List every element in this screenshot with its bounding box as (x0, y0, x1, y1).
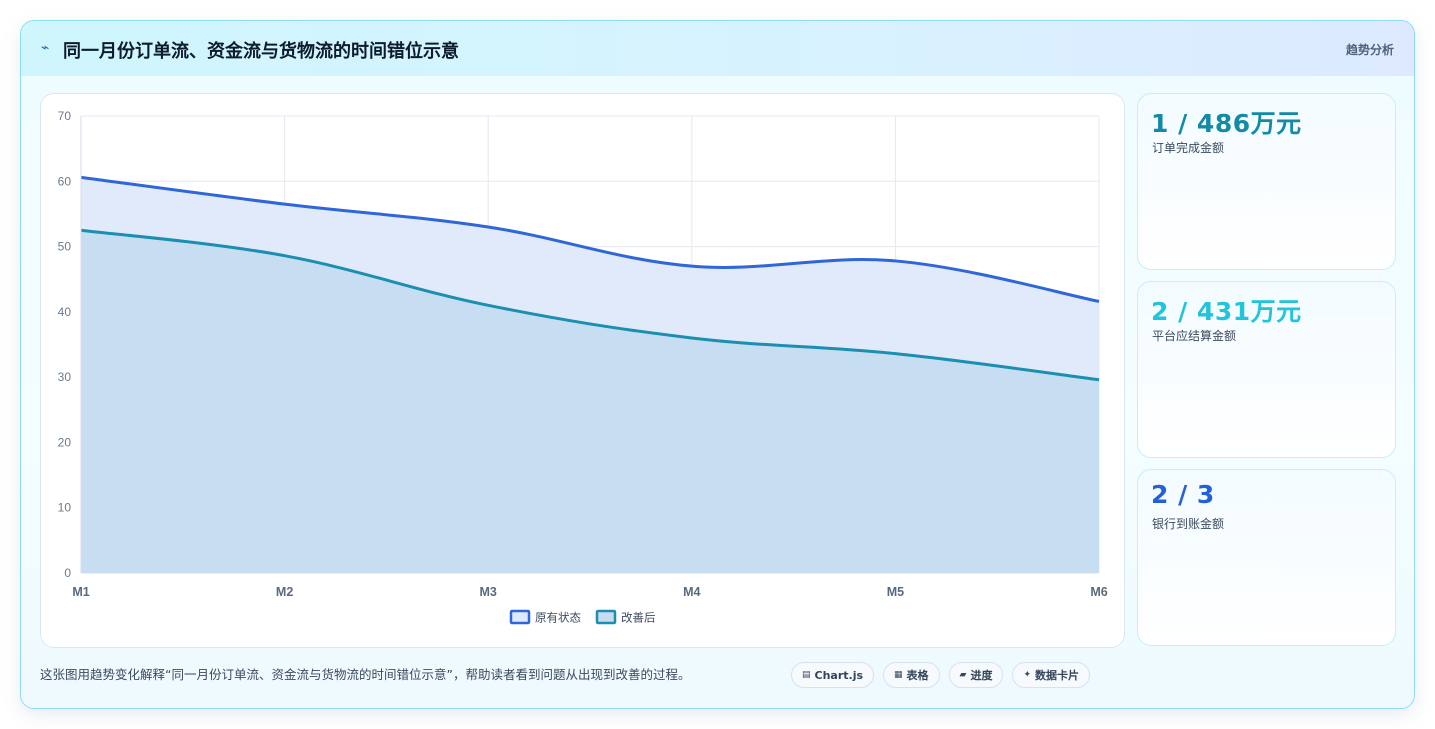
kpi-label: 平台应结算金额 (1152, 329, 1237, 343)
chart-description: 这张图用趋势变化解释“同一月份订单流、资金流与货物流的时间错位示意”，帮助读者看… (40, 667, 691, 682)
legend-swatch (509, 609, 531, 625)
chip-label: 数据卡片 (1035, 669, 1080, 682)
dashboard-card: ⌁ 同一月份订单流、资金流与货物流的时间错位示意 趋势分析 0 10 20 30 40 5… (20, 20, 1415, 709)
legend-label: 原有状态 (535, 611, 581, 625)
kpi-label: 订单完成金额 (1152, 141, 1225, 155)
x-tick-label: M1 (72, 585, 89, 599)
y-tick-label: 20 (58, 435, 72, 449)
kpi-value: 1 / 486万元 (1151, 109, 1302, 138)
chart-panel: 0 10 20 30 40 50 60 70 M1 M2 M3 M4 M5 M6 原有状态 改善后 (40, 93, 1125, 648)
series-line-2 (80, 228, 1100, 382)
chip-table[interactable]: ▦ 表格 (883, 662, 940, 688)
series-area-2 (81, 230, 1099, 573)
y-tick-label: 40 (58, 305, 72, 319)
legend-label: 改善后 (621, 611, 656, 625)
series-line-1 (80, 175, 1100, 303)
kpi-value: 2 / 3 (1151, 480, 1215, 509)
y-tick-label: 0 (64, 566, 71, 580)
kpi-card-order: 1 / 486万元 订单完成金额 (1137, 93, 1396, 270)
chip-label: 表格 (906, 669, 929, 682)
y-tick-label: 10 (58, 501, 72, 515)
chip-label: 进度 (970, 669, 993, 682)
progress-icon: ▰ (959, 670, 967, 680)
x-tick-label: M3 (480, 585, 497, 599)
chip-label: Chart.js (814, 668, 864, 682)
category-tag: 趋势分析 (1345, 43, 1394, 57)
card-header: ⌁ 同一月份订单流、资金流与货物流的时间错位示意 趋势分析 (21, 21, 1414, 76)
table-icon: ▦ (894, 670, 903, 680)
tech-chips: ▤ Chart.js ▦ 表格 ▰ 进度 ✦ 数据卡片 (791, 662, 1091, 688)
kpi-label: 银行到账金额 (1152, 517, 1225, 531)
legend-swatch (595, 609, 617, 625)
trend-line-icon: ⌁ (41, 40, 50, 56)
chart-icon: ▤ (802, 670, 811, 680)
x-tick-label: M4 (683, 585, 700, 599)
x-tick-label: M6 (1090, 585, 1107, 599)
chip-data-card[interactable]: ✦ 数据卡片 (1012, 662, 1091, 688)
y-tick-label: 70 (58, 109, 72, 123)
page-title: 同一月份订单流、资金流与货物流的时间错位示意 (63, 41, 459, 62)
chip-chartjs[interactable]: ▤ Chart.js (791, 662, 875, 688)
y-tick-label: 60 (58, 174, 72, 188)
kpi-card-platform: 2 / 431万元 平台应结算金额 (1137, 281, 1396, 458)
chip-progress[interactable]: ▰ 进度 (948, 662, 1004, 688)
kpi-value: 2 / 431万元 (1151, 297, 1302, 326)
y-tick-label: 50 (58, 240, 72, 254)
sparkle-icon: ✦ (1023, 670, 1032, 680)
kpi-card-bank: 2 / 3 银行到账金额 (1137, 469, 1396, 646)
x-tick-label: M5 (887, 585, 904, 599)
area-chart: 0 10 20 30 40 50 60 70 M1 M2 M3 M4 M5 M6 原有状态 改善后 (58, 109, 1108, 625)
x-tick-label: M2 (276, 585, 293, 599)
y-tick-label: 30 (58, 370, 72, 384)
